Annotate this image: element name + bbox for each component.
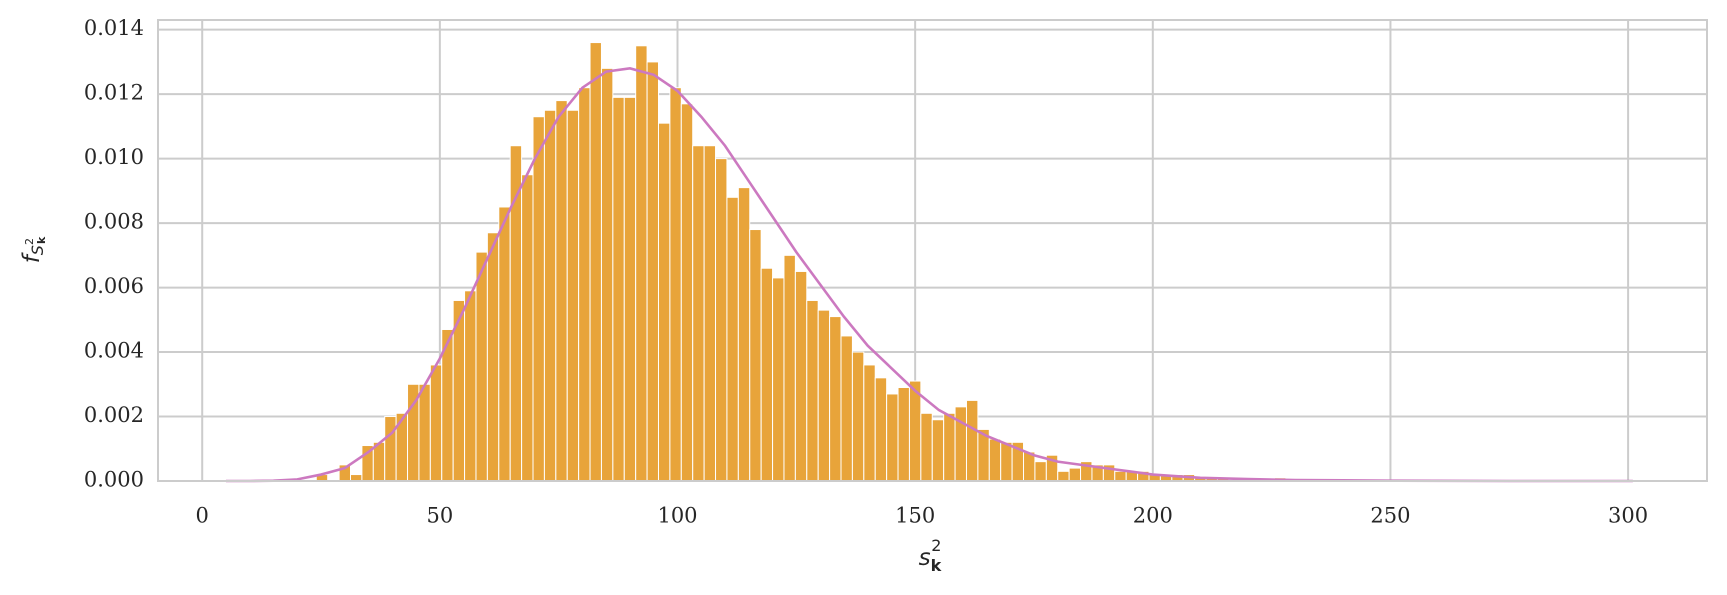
histogram-bar	[1000, 441, 1013, 482]
y-tick-label: 0.008	[84, 210, 144, 234]
x-axis-label: sk2	[919, 536, 942, 575]
histogram-bar	[988, 438, 1002, 482]
histogram-bar	[817, 309, 831, 482]
histogram-bar	[486, 232, 500, 482]
y-tick-label: 0.006	[84, 274, 144, 298]
axes-frame	[157, 19, 1708, 482]
histogram-bar	[669, 87, 682, 482]
histogram-bar	[646, 61, 659, 482]
histogram-bar	[623, 96, 637, 482]
histogram-bar	[475, 251, 488, 482]
x-tick-label: 250	[1370, 504, 1410, 528]
histogram-bar	[908, 380, 922, 482]
histogram-bar	[794, 270, 808, 482]
x-label-base: s	[919, 545, 931, 571]
x-label-sup: 2	[931, 536, 941, 555]
histogram-bar	[783, 254, 796, 482]
histogram-bar	[726, 196, 739, 482]
histogram-bar	[692, 145, 705, 482]
histogram-bar	[897, 387, 910, 482]
x-label-sub: k	[931, 556, 942, 575]
histogram-bar	[1114, 470, 1127, 482]
y-tick-label: 0.010	[84, 145, 144, 169]
histogram-bar	[429, 364, 443, 482]
histogram-bar	[418, 383, 431, 482]
histogram-bar	[578, 87, 591, 482]
histogram-bar	[589, 42, 602, 482]
x-tick-label: 200	[1133, 504, 1173, 528]
y-tick-label: 0.012	[84, 81, 144, 105]
histogram-bar	[600, 67, 614, 482]
histogram-bar	[920, 412, 933, 482]
histogram-bar	[749, 229, 762, 482]
histogram-bar	[806, 299, 819, 482]
y-label-base: f	[19, 252, 45, 263]
y-label-sub: S	[28, 245, 47, 255]
histogram-bar	[1023, 451, 1036, 482]
y-tick-label: 0.002	[84, 403, 144, 427]
histogram-bar	[954, 406, 967, 482]
histogram-bar	[657, 122, 671, 482]
y-label-sub-sub: k	[35, 236, 48, 244]
histogram-bar	[464, 290, 477, 482]
histogram-bar	[965, 399, 979, 482]
x-tick-label: 300	[1608, 504, 1648, 528]
histogram-bar	[1068, 467, 1082, 482]
histogram-bar	[772, 277, 785, 482]
histogram-bar	[829, 316, 842, 482]
histogram-bar	[840, 335, 853, 482]
histogram-bar	[635, 45, 648, 482]
x-tick-label: 150	[895, 504, 935, 528]
histogram-bar	[737, 187, 751, 482]
histogram-bar	[874, 377, 888, 482]
histogram-bar	[863, 364, 876, 482]
x-tick-label: 0	[196, 504, 209, 528]
x-tick-label: 100	[657, 504, 697, 528]
y-tick-label: 0.004	[84, 339, 144, 363]
histogram-bar	[566, 109, 580, 482]
histogram-bar	[1034, 461, 1047, 482]
x-tick-label: 50	[426, 504, 453, 528]
histogram-bar	[521, 174, 534, 482]
histogram-bar	[760, 267, 774, 482]
histogram-bar	[931, 419, 945, 482]
y-tick-label: 0.014	[84, 16, 144, 40]
histogram-bar	[498, 206, 511, 482]
histogram-bar	[680, 103, 694, 482]
y-label-sub-sup: 2	[23, 238, 36, 245]
histogram-bar	[555, 100, 568, 482]
histogram-bar	[851, 351, 865, 482]
y-tick-label: 0.000	[84, 468, 144, 492]
density-curve	[225, 67, 1633, 483]
histogram-bar	[384, 416, 397, 482]
histogram-bar	[703, 145, 717, 482]
y-axis-label: fS2k	[19, 236, 49, 263]
histogram-bar	[715, 158, 728, 482]
histogram-bar	[612, 96, 625, 482]
histogram-bar	[543, 109, 557, 482]
histogram-bar	[886, 393, 899, 482]
histogram-bar	[1057, 470, 1070, 482]
histogram-bar	[943, 412, 956, 482]
histogram-bar	[532, 116, 545, 482]
